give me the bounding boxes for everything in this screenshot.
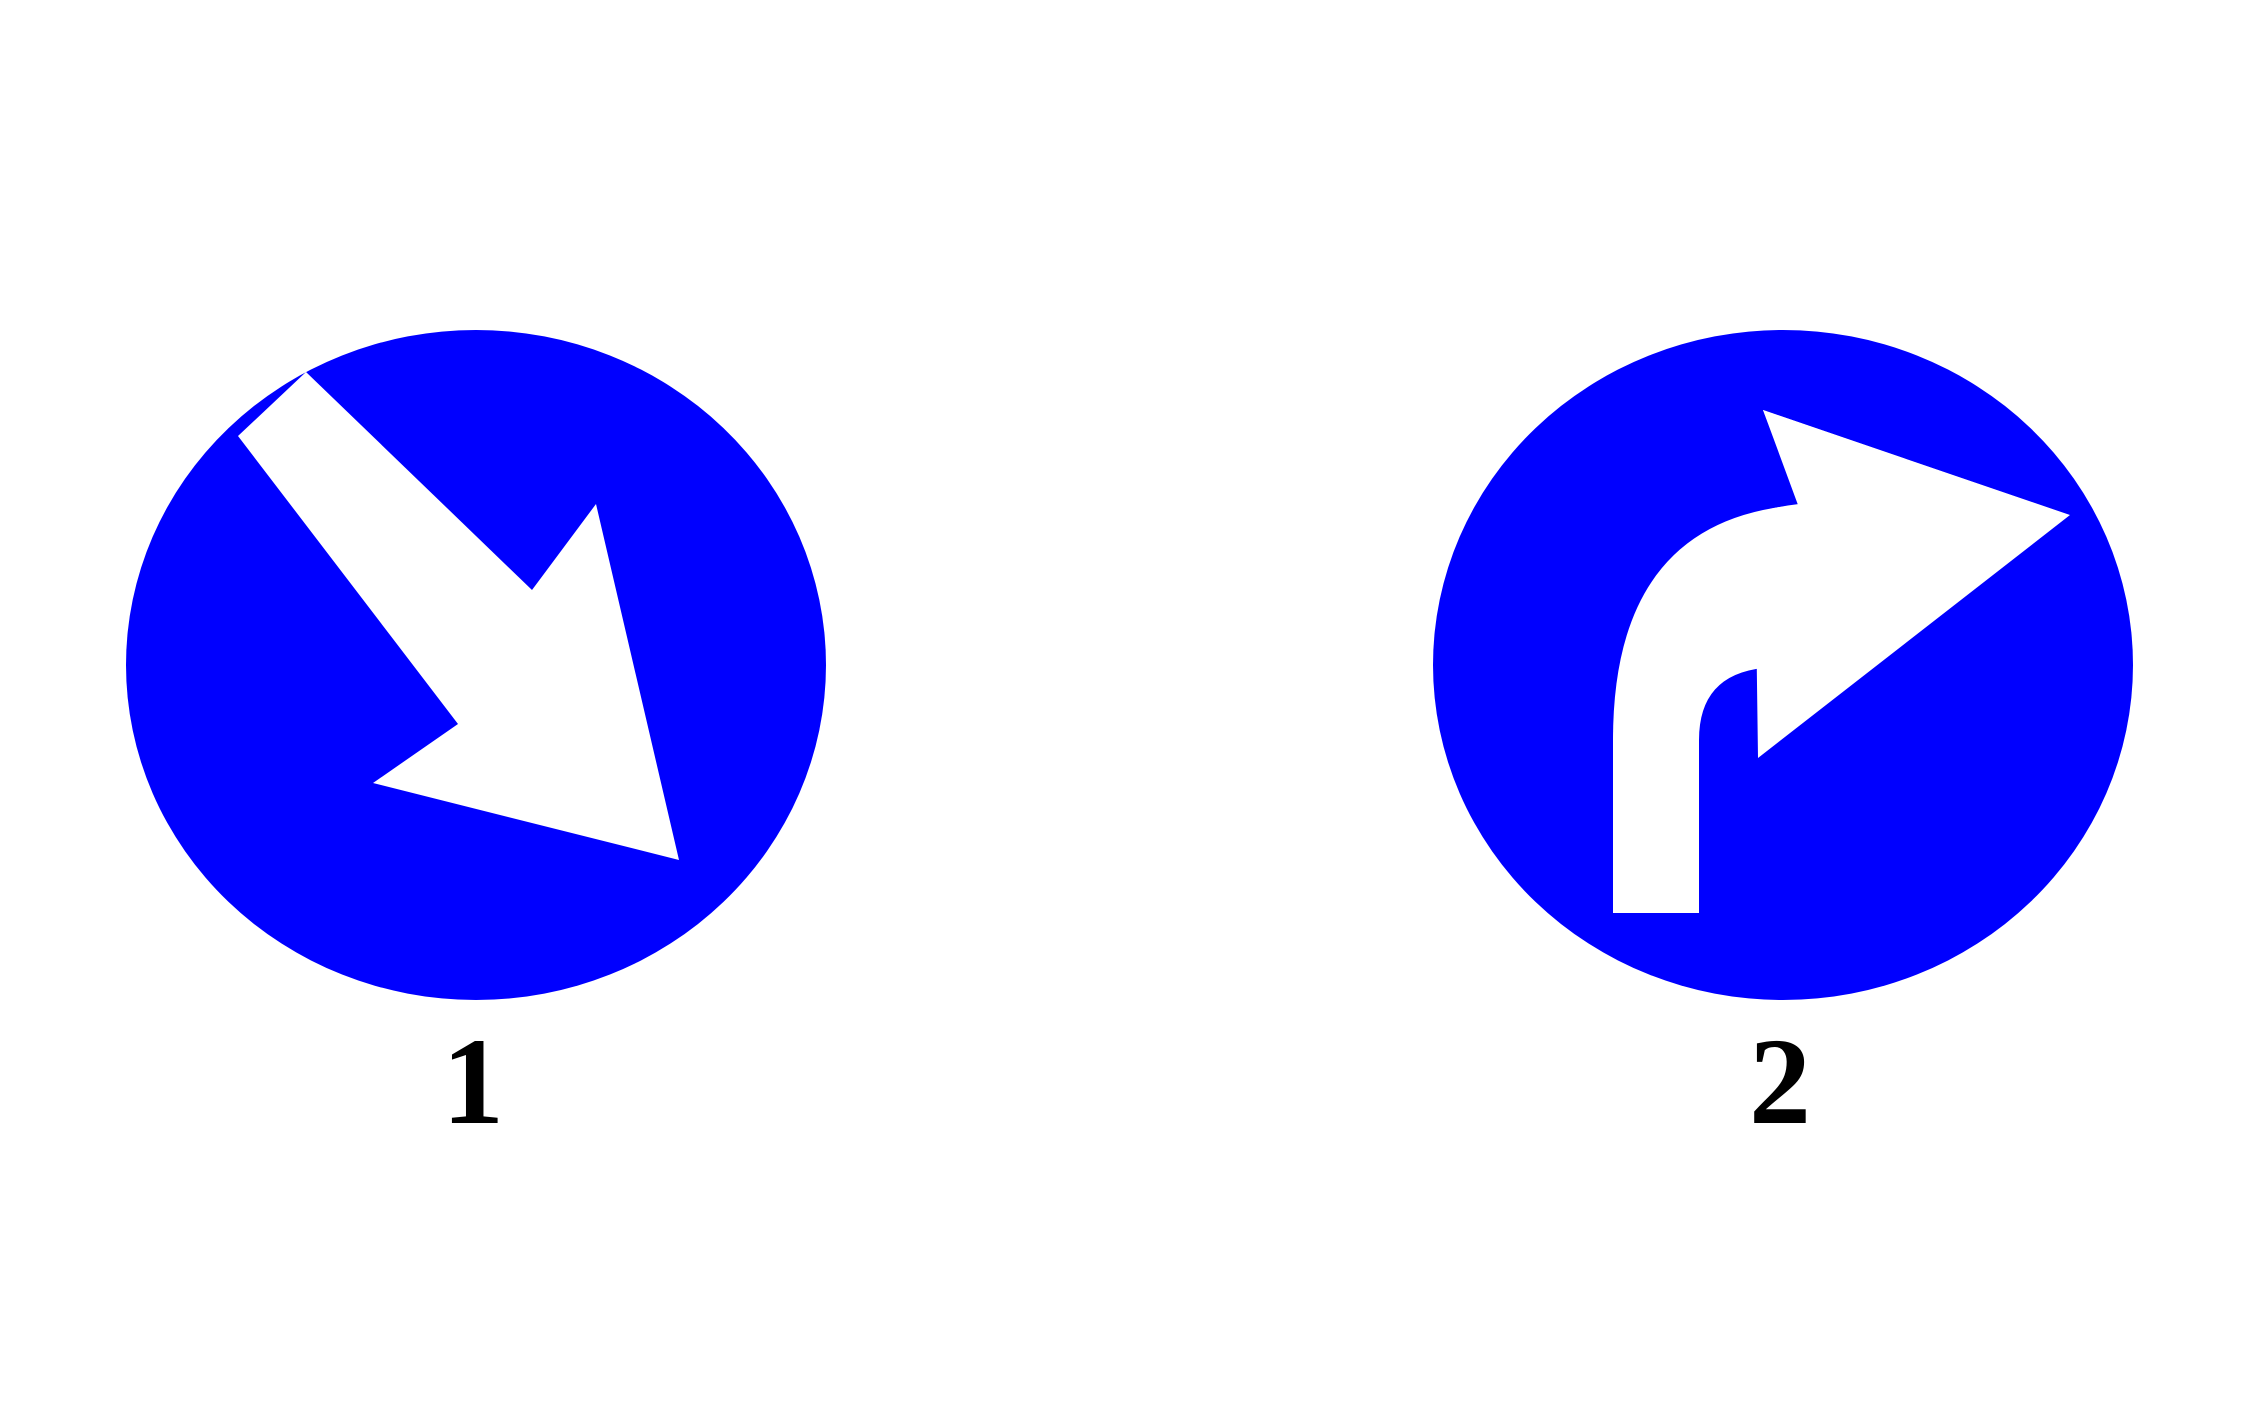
sign-2-label: 2: [1749, 1013, 1811, 1150]
sign-2-graphic: [1433, 330, 2133, 1000]
diagonal-down-right-arrow-icon: [238, 372, 679, 860]
sign-keep-right-diagonal: [126, 330, 826, 1000]
sign-1-graphic: [126, 330, 826, 1000]
sign-1-label: 1: [442, 1013, 504, 1150]
sign-turn-right: [1433, 330, 2133, 1000]
turn-right-arrow-shaft: [1613, 410, 2069, 913]
